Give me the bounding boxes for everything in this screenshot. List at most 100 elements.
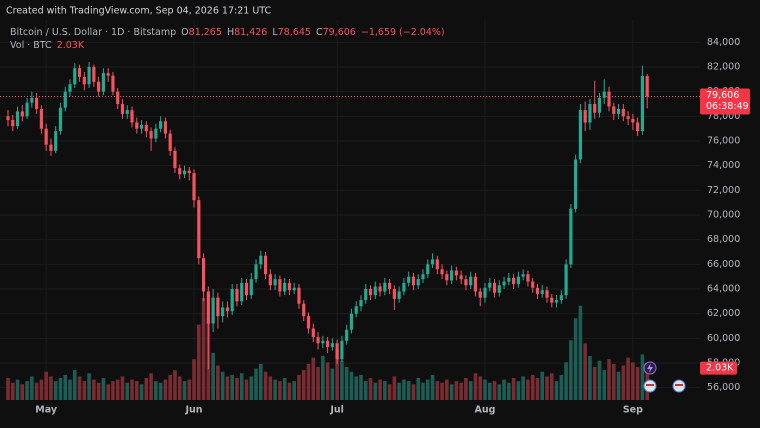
candle-body: [63, 91, 67, 108]
volume-bar: [631, 362, 635, 400]
volume-bar: [445, 379, 449, 400]
candle-body: [254, 264, 258, 280]
candle-body: [159, 121, 163, 129]
candle-body: [192, 173, 196, 201]
volume-bar: [244, 379, 249, 400]
volume-bar: [559, 374, 564, 400]
candle-body: [640, 76, 645, 132]
volume-bar: [10, 382, 15, 400]
y-tick-label: 70,000: [707, 210, 740, 221]
candle-body: [373, 286, 377, 296]
y-tick-label: 66,000: [707, 259, 740, 270]
candle-body: [388, 282, 392, 289]
volume-bar: [402, 379, 406, 400]
volume-bar: [106, 384, 110, 400]
candle-body: [201, 258, 206, 292]
candle-body: [607, 91, 611, 107]
candle-body: [135, 122, 139, 129]
legend-line: Bitcoin / U.S. Dollar · 1D · Bitstamp O8…: [10, 27, 445, 38]
volume-bar: [134, 381, 139, 400]
candle-body: [92, 67, 96, 82]
flag-stripe: [646, 384, 654, 386]
candle-body: [507, 277, 511, 282]
volume-bar: [259, 363, 263, 400]
last-price-label: 79,606: [706, 90, 739, 101]
candle-body: [421, 274, 425, 280]
volume-value: 2.03K: [57, 40, 85, 51]
candle-body: [597, 97, 602, 113]
candle-body: [111, 75, 115, 92]
candle-body: [39, 108, 43, 129]
candle-body: [349, 313, 354, 330]
volume-bar: [335, 349, 339, 400]
candle-body: [426, 264, 430, 275]
volume-bar: [616, 371, 621, 400]
candle-body: [25, 102, 29, 117]
volume-bar: [306, 363, 311, 400]
volume-bar: [526, 379, 530, 400]
volume-bar: [177, 376, 182, 400]
volume-bar: [249, 376, 254, 400]
volume-bar: [49, 376, 53, 400]
volume-bar: [497, 384, 502, 400]
volume-bar: [321, 356, 325, 400]
candle-body: [616, 108, 621, 114]
candle-body: [545, 290, 549, 298]
candle-body: [602, 91, 606, 98]
volume-bar: [330, 368, 335, 400]
candle-body: [221, 307, 225, 317]
candle-body: [535, 287, 540, 294]
last-price-tag: [700, 88, 750, 115]
volume-bar: [130, 379, 134, 400]
candle-body: [492, 282, 497, 293]
volume-bar: [220, 371, 225, 400]
candle-body: [621, 108, 625, 117]
candle-body: [120, 104, 125, 114]
candle-body: [283, 282, 287, 292]
volume-bar: [387, 384, 392, 400]
candle-body: [306, 316, 311, 329]
volume-bar: [144, 378, 149, 400]
y-tick-label: 76,000: [707, 136, 740, 147]
candle-body: [445, 274, 449, 281]
candle-body: [139, 124, 144, 129]
volume-bar: [516, 381, 521, 400]
candle-body: [302, 303, 306, 317]
y-tick-label: 68,000: [707, 234, 740, 245]
candle-body: [340, 340, 344, 360]
candle-body: [368, 289, 373, 296]
volume-bar: [154, 381, 158, 400]
volume-bar: [464, 378, 468, 400]
lightning-icon: [647, 363, 653, 373]
volume-bar: [39, 379, 44, 400]
candle-body: [469, 276, 473, 286]
volume-bar: [211, 352, 215, 400]
volume-bar: [292, 381, 296, 400]
volume-bar: [101, 378, 106, 400]
volume-bar: [540, 371, 545, 400]
candle-body: [516, 276, 520, 285]
candle-body: [101, 73, 105, 92]
candle-body: [407, 276, 411, 283]
volume-bar: [511, 378, 516, 400]
volume-bar: [592, 367, 597, 400]
candle-body: [297, 287, 301, 304]
volume-legend: Vol · BTC 2.03K: [10, 40, 85, 51]
volume-bar: [15, 379, 20, 400]
volume-bar: [325, 362, 330, 400]
volume-bar: [397, 382, 401, 400]
candle-body: [559, 295, 563, 301]
volume-bar: [416, 378, 421, 400]
volume-bar: [197, 324, 201, 400]
volume-bar: [254, 368, 258, 400]
grid: [0, 20, 700, 400]
volume-bar: [349, 371, 354, 400]
volume-bar: [25, 381, 29, 400]
volume-bar: [168, 374, 172, 400]
volume-bar: [192, 359, 196, 400]
x-tick-label: Aug: [475, 405, 496, 416]
candle-body: [512, 277, 516, 285]
volume-bar: [173, 370, 177, 400]
y-tick-label: 78,000: [707, 111, 740, 122]
candle-body: [35, 97, 39, 109]
